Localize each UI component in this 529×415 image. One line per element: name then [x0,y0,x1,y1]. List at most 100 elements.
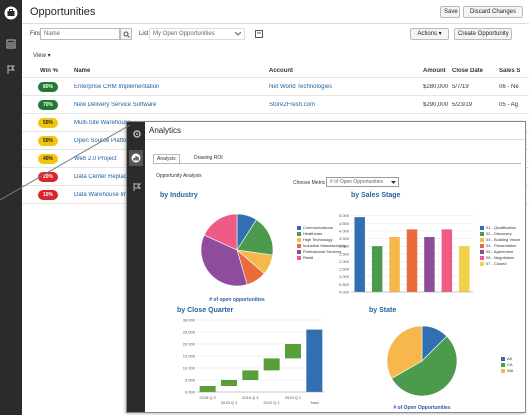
opportunities-nav-button[interactable] [3,6,19,20]
industry-slice[interactable] [203,213,238,251]
flag-chart-icon [7,65,16,74]
opportunity-name-link[interactable]: Open Source Platform [74,138,134,144]
close-quarter-bar[interactable] [221,380,237,386]
briefcase-gear-icon [4,6,18,20]
industry-legend-item: Industrial Manufacturing [297,243,346,248]
column-header-win[interactable]: Win % [40,68,58,74]
y-tick-label: 0.000 [339,290,350,295]
sales-stage-bar[interactable] [459,246,470,292]
table-row[interactable]: 70% New Delivery Service Software Store2Fr… [22,96,529,114]
state-slice[interactable] [386,325,423,379]
industry-legend-item: Communications [297,225,342,230]
sales-stage-legend-item: 05 - Agreement [480,249,525,254]
opportunity-name-link[interactable]: Data Center Replace [74,174,131,180]
opportunity-name-link[interactable]: Enterprise CRM Implementation [74,84,160,90]
actions-button[interactable]: Actions ▾ [410,28,449,40]
column-header-close-date[interactable]: Close Date [452,68,484,74]
industry-axis-label: # of open opportunities [209,297,265,303]
legend-label: 01 - Qualification [486,225,517,230]
building-icon [6,39,16,49]
tab-drawing-roi[interactable]: Drawing ROI [194,155,223,161]
gear-icon [133,130,141,138]
settings-nav-button[interactable] [129,127,145,141]
save-button[interactable]: Save [440,6,460,18]
y-tick-label: 1.500 [339,267,350,272]
legend-label: AK [507,356,513,361]
win-percent-badge: 80% [38,82,58,92]
legend-label: 07 - Closed [486,261,507,266]
close-date-cell: 5/23/19 [452,102,473,108]
column-header-account[interactable]: Account [269,68,293,74]
sales-stage-bar[interactable] [406,229,418,292]
y-tick-label: 30.000 [183,318,196,323]
column-header-amount[interactable]: Amount [423,68,446,74]
sales-stage-bar[interactable] [424,237,435,292]
sales-stage-bar[interactable] [389,237,400,292]
find-input[interactable]: Name [40,28,120,40]
x-tick-label: Total [310,400,319,405]
analytics-navigation-rail [127,122,145,412]
save-list-button[interactable] [253,28,265,40]
discard-changes-button[interactable]: Discard Changes [463,6,523,18]
legend-swatch [480,237,484,242]
reports-nav-button[interactable] [3,36,19,50]
opportunity-name-link[interactable]: Data Warehouse Im [74,192,128,198]
column-header-sales-stage[interactable]: Sales S [499,68,521,74]
industry-slice[interactable] [236,219,274,256]
opportunity-name-link[interactable]: Multi-Site Warehouse [74,120,132,126]
legend-label: 03 - Building Vision [486,237,521,242]
win-percent-badge: 20% [38,172,58,182]
metric-chevron-down-icon [391,181,396,184]
navigation-rail [0,0,22,415]
account-link[interactable]: Store2Fresh.com [269,102,316,108]
y-tick-label: 0.500 [339,282,350,287]
tab-analysis[interactable]: Analysis [153,154,180,165]
sales-stage-bar-chart: 0.000 0.500 1.000 1.500 2.000 2.500 3.000 3.500… [339,213,473,295]
legend-label: Communications [303,225,333,230]
account-link[interactable]: Net World Technologies [269,84,333,90]
close-quarter-bar[interactable] [263,358,280,371]
list-select[interactable]: My Open Opportunities [149,28,245,40]
legend-swatch [297,231,301,236]
y-tick-label: 3.500 [339,236,350,241]
y-tick-label: 3.000 [339,244,350,249]
analytics-chart-nav-button[interactable] [129,150,143,166]
state-slice[interactable] [391,335,458,397]
legend-label: 06 - Negotiation [486,255,515,260]
choose-metric-select[interactable]: # of Open Opportunities [326,177,399,187]
y-tick-label: 2.500 [339,251,350,256]
search-toolbar: Find Name List My Open Opportunities Act… [22,24,529,46]
legend-swatch [480,249,484,254]
industry-slice[interactable] [200,234,248,287]
chevron-down-icon [235,32,241,36]
legend-label: Retail [303,255,314,260]
legend-swatch [297,249,301,254]
opportunity-name-link[interactable]: Web 2.0 Project [74,156,117,162]
industry-legend-item: Professional Services [297,249,342,254]
sales-stage-bar[interactable] [441,229,453,292]
state-legend: AK CA WA [501,356,521,374]
sales-stage-cell: 06 - Ne [499,84,519,90]
table-header-row: Win % Name Account Amount Close Date Sal… [22,64,529,78]
close-quarter-bar[interactable] [242,370,259,380]
state-legend-item: AK [501,356,521,361]
table-row[interactable]: 80% Enterprise CRM Implementation Net Worl… [22,78,529,96]
search-button[interactable] [120,28,132,40]
sales-stage-bar[interactable] [371,246,383,292]
industry-legend: Communications Healthcare High Technology I… [297,225,346,261]
legend-label: 04 - Presentation [486,243,517,248]
close-quarter-bar[interactable] [285,344,301,359]
close-quarter-bar[interactable] [199,386,216,392]
close-quarter-waterfall-chart: 0.000 5.000 10.000 15.000 20.000 25.000 30.000… [183,318,325,405]
analytics-nav-button[interactable] [3,62,19,76]
column-header-name[interactable]: Name [74,68,91,74]
close-quarter-bar[interactable] [306,329,323,392]
win-percent-badge: 50% [38,136,58,146]
opportunity-name-link[interactable]: New Delivery Service Software [74,102,157,108]
legend-label: Healthcare [303,231,323,236]
sales-stage-bar[interactable] [354,217,365,292]
create-opportunity-button[interactable]: Create Opportunity [454,28,512,40]
flag-nav-button[interactable] [129,180,145,194]
view-menu[interactable]: View ▾ [33,53,51,59]
y-tick-label: 0.000 [185,390,196,395]
